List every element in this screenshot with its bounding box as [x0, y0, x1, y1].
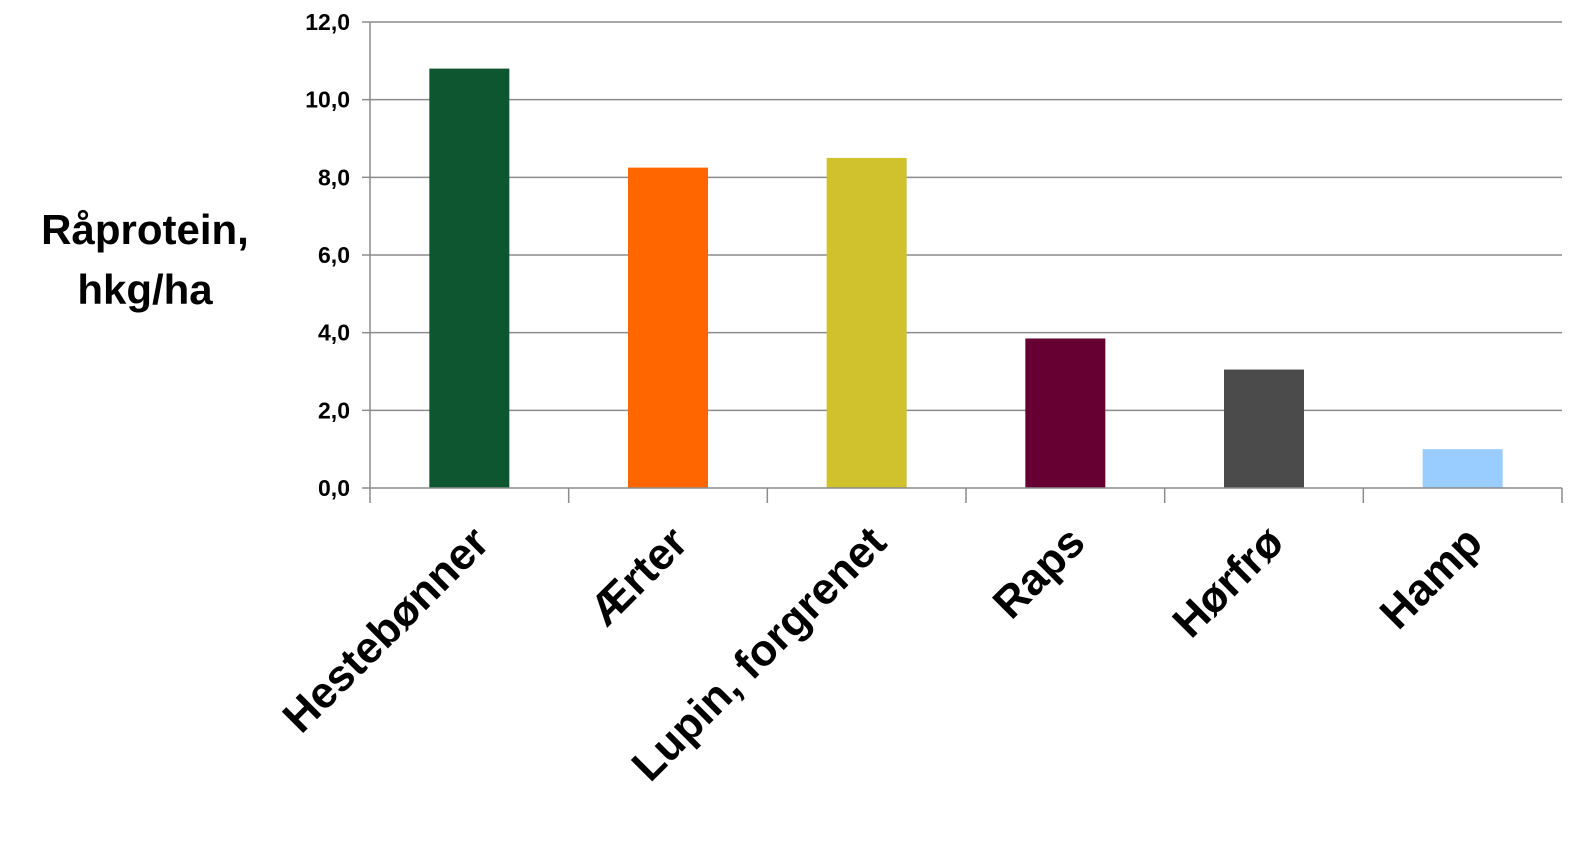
bar-2: [826, 157, 907, 488]
y-tick-labels: 0,0 2,0 4,0 6,0 8,0 10,0 12,0: [305, 9, 350, 501]
gridlines: [370, 21, 1562, 412]
y-tick-label-0: 0,0: [318, 475, 350, 501]
bar-5: [1422, 449, 1503, 488]
bar-0: [429, 68, 510, 488]
bar-3: [1025, 338, 1106, 488]
y-tick-label-5: 10,0: [305, 87, 350, 113]
bar-1: [628, 167, 708, 488]
bar-4: [1224, 369, 1304, 488]
x-tick-label-1: Ærter: [579, 517, 697, 635]
x-tick-label-5: Hamp: [1371, 517, 1492, 638]
x-tick-label-3: Raps: [984, 517, 1095, 628]
axes: [362, 21, 1563, 503]
y-axis-label-line-1: Råprotein,: [41, 206, 249, 253]
y-tick-label-4: 8,0: [318, 164, 350, 190]
x-tick-label-0: Hestebønner: [274, 517, 499, 742]
x-tick-label-4: Hørfrø: [1163, 517, 1293, 647]
y-tick-label-6: 12,0: [305, 9, 350, 35]
y-tick-label-2: 4,0: [318, 320, 350, 346]
y-tick-label-3: 6,0: [318, 242, 350, 268]
bars: [429, 68, 1503, 488]
y-tick-label-1: 2,0: [318, 397, 350, 423]
y-axis-label-line-2: hkg/ha: [77, 266, 213, 313]
